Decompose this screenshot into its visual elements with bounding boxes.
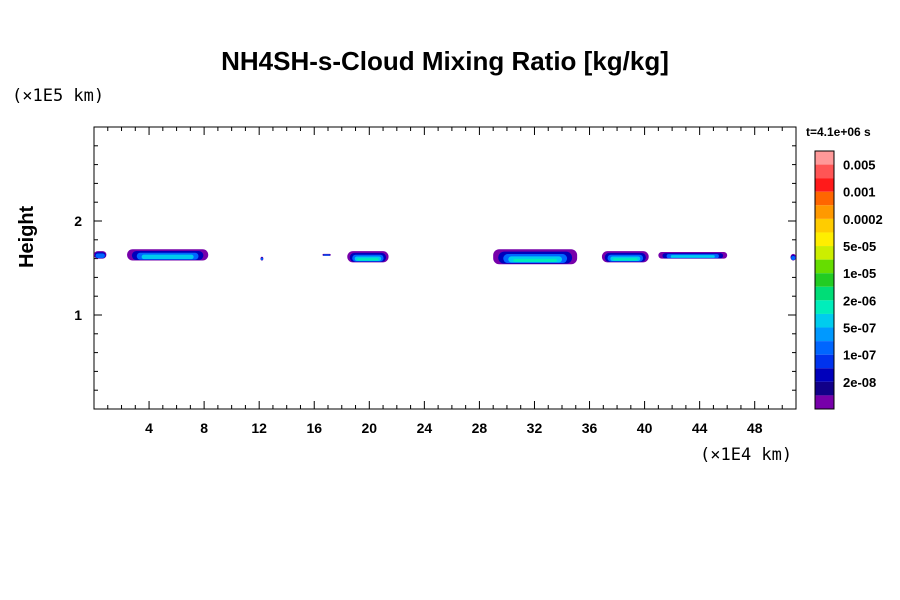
cloud-band — [613, 258, 638, 261]
colorbar-label: 2e-06 — [843, 293, 876, 308]
colorbar-segment — [815, 354, 834, 369]
colorbar-segment — [815, 381, 834, 396]
x-axis-unit: (×1E4 km) — [700, 445, 793, 465]
colorbar-segment — [815, 164, 834, 179]
cloud-band — [357, 258, 379, 261]
colorbar-segment — [815, 259, 834, 274]
colorbar-label: 5e-07 — [843, 321, 876, 336]
x-tick-label: 4 — [145, 420, 153, 436]
colorbar-segment — [815, 341, 834, 355]
colorbar-label: 0.0002 — [843, 212, 883, 227]
colorbar-segment — [815, 313, 834, 328]
colorbar-segment — [815, 368, 834, 382]
chart-title: NH4SH-s-Cloud Mixing Ratio [kg/kg] — [221, 46, 669, 76]
colorbar-label: 2e-08 — [843, 375, 876, 390]
colorbar-segment — [815, 286, 834, 301]
y-axis-unit: (×1E5 km) — [12, 86, 105, 106]
colorbar-label: 0.005 — [843, 158, 876, 173]
colorbar-label: 1e-07 — [843, 348, 876, 363]
x-tick-label: 36 — [582, 420, 598, 436]
x-tick-label: 20 — [362, 420, 378, 436]
cloud-band — [670, 255, 715, 258]
cloud-band — [95, 253, 105, 258]
colorbar-label: 1e-05 — [843, 266, 876, 281]
colorbar-label: 0.001 — [843, 185, 876, 200]
x-tick-label: 32 — [527, 420, 543, 436]
plot-frame — [93, 126, 797, 410]
colorbar-segment — [815, 273, 834, 287]
cloud-band — [791, 256, 796, 260]
x-tick-label: 24 — [417, 420, 433, 436]
colorbar-segment — [815, 246, 834, 260]
cloud-band — [141, 254, 194, 260]
x-tick-label: 44 — [692, 420, 708, 436]
colorbar-segment — [815, 395, 834, 409]
colorbar-segment — [815, 300, 834, 314]
x-tick-label: 8 — [200, 420, 208, 436]
y-tick-label: 2 — [74, 213, 82, 229]
colorbar-segment — [815, 178, 834, 192]
cloud-band — [323, 254, 330, 256]
colorbar-segment — [815, 151, 834, 165]
cloud-band — [260, 257, 263, 261]
colorbar-frame — [814, 150, 835, 410]
colorbar-segment — [815, 218, 834, 233]
cloud-band — [513, 258, 557, 262]
x-tick-label: 12 — [251, 420, 267, 436]
colorbar-segment — [815, 327, 834, 342]
colorbar-segment — [815, 191, 834, 206]
x-tick-label: 48 — [747, 420, 763, 436]
x-tick-label: 28 — [472, 420, 488, 436]
colorbar-label: 5e-05 — [843, 239, 876, 254]
x-tick-label: 16 — [306, 420, 322, 436]
y-tick-label: 1 — [74, 307, 82, 323]
time-label: t=4.1e+06 s — [806, 125, 871, 139]
x-tick-label: 40 — [637, 420, 653, 436]
colorbar-segment — [815, 205, 834, 219]
colorbar-segment — [815, 232, 834, 247]
